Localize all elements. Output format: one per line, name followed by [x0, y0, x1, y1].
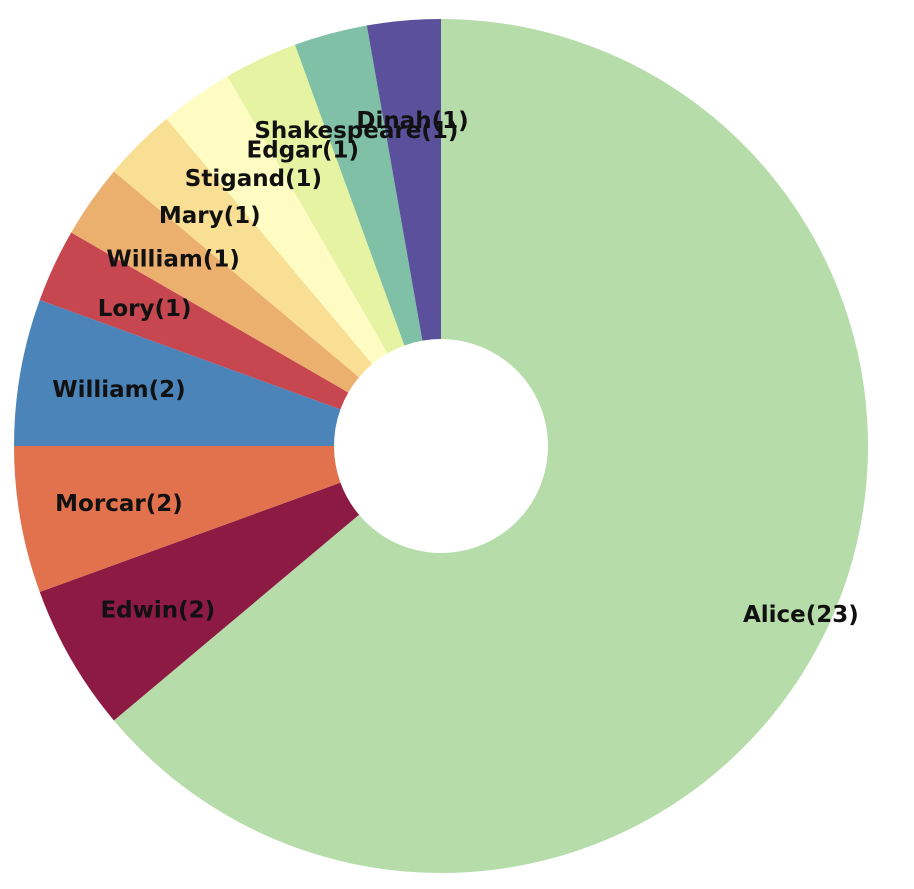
- slice-alice-23: [113, 19, 869, 873]
- slice-william-2: [14, 299, 341, 446]
- labels-group: Alice(23) Edwin(2) Morcar(2) William(2) Lory…: [52, 108, 859, 628]
- slice-label-dinah-1: Dinah(1): [356, 108, 468, 134]
- slice-label-william-1: William(1): [106, 246, 239, 272]
- slice-lory-1: [39, 232, 349, 410]
- slice-william-1: [71, 171, 360, 393]
- slice-label-morcar-2: Morcar(2): [55, 491, 183, 517]
- slice-morcar-2: [14, 446, 341, 593]
- slice-label-edwin-2: Edwin(2): [100, 598, 215, 624]
- slice-label-william-2: William(2): [52, 377, 185, 403]
- slice-label-mary-1: Mary(1): [159, 203, 261, 229]
- slice-edwin-2: [39, 482, 360, 721]
- slice-dinah-1: [366, 19, 441, 341]
- slice-mary-1: [113, 118, 373, 378]
- slice-shakespeare-1: [294, 25, 423, 346]
- slice-edgar-1: [227, 44, 405, 354]
- slice-label-edgar-1: Edgar(1): [247, 138, 360, 164]
- slices-group: [14, 19, 869, 873]
- slice-stigand-1: [166, 76, 388, 365]
- slice-label-alice-23: Alice(23): [743, 602, 859, 628]
- slice-label-lory-1: Lory(1): [98, 296, 192, 322]
- slice-label-stigand-1: Stigand(1): [185, 166, 322, 192]
- slice-label-shakespeare-1: Shakespeare(1): [254, 118, 458, 144]
